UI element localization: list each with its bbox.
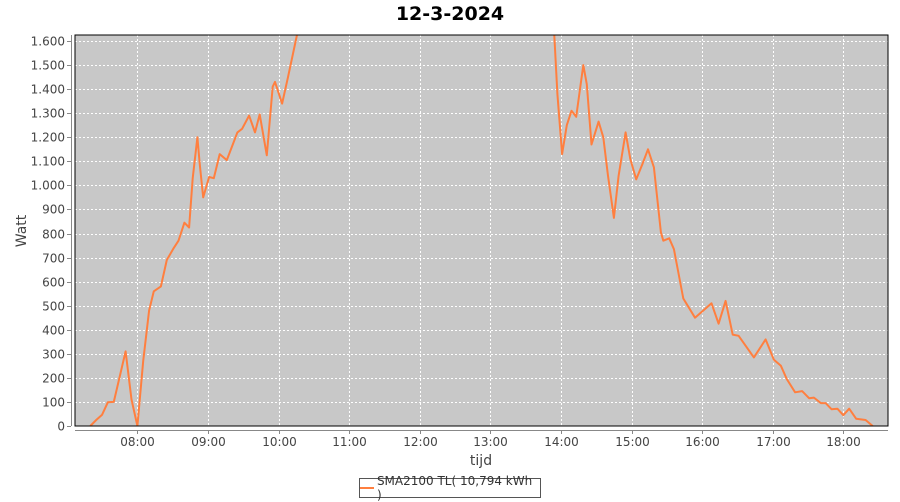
x-tick-label: 14:00 bbox=[544, 435, 579, 449]
y-tick-label: 100 bbox=[42, 396, 65, 410]
chart-title: 12-3-2024 bbox=[395, 3, 505, 25]
x-ticks: 08:00 09:00 10:00 11:00 12:00 13:00 14:00 15:00… bbox=[120, 430, 861, 449]
y-tick-label: 1.300 bbox=[31, 107, 65, 121]
y-axis-label: Watt bbox=[14, 214, 30, 247]
y-tick-label: 1.400 bbox=[31, 83, 65, 97]
legend: SMA2100 TL( 10,794 kWh ) bbox=[359, 474, 541, 502]
x-tick-label: 11:00 bbox=[332, 435, 367, 449]
y-tick-label: 1.200 bbox=[31, 131, 65, 145]
x-tick-label: 13:00 bbox=[473, 435, 508, 449]
y-tick-label: 200 bbox=[42, 372, 65, 386]
y-tick-label: 600 bbox=[42, 276, 65, 290]
x-tick-label: 12:00 bbox=[403, 435, 438, 449]
y-tick-label: 900 bbox=[42, 203, 65, 217]
x-tick-label: 10:00 bbox=[262, 435, 297, 449]
grid bbox=[75, 35, 888, 426]
legend-swatch bbox=[360, 487, 374, 489]
y-tick-label: 1.600 bbox=[31, 35, 65, 49]
x-tick-label: 09:00 bbox=[191, 435, 226, 449]
series-lines bbox=[89, 35, 874, 426]
y-tick-label: 0 bbox=[57, 420, 65, 434]
y-tick-label: 700 bbox=[42, 252, 65, 266]
x-tick-label: 08:00 bbox=[120, 435, 155, 449]
y-tick-label: 500 bbox=[42, 300, 65, 314]
y-tick-label: 1.500 bbox=[31, 59, 65, 73]
x-tick-label: 18:00 bbox=[826, 435, 861, 449]
x-tick-label: 15:00 bbox=[615, 435, 650, 449]
series-line bbox=[89, 35, 298, 426]
plot-border bbox=[74, 34, 889, 427]
plot-area bbox=[75, 35, 888, 426]
y-tick-label: 800 bbox=[42, 228, 65, 242]
y-tick-label: 1.100 bbox=[31, 155, 65, 169]
y-tick-label: 400 bbox=[42, 324, 65, 338]
x-tick-label: 16:00 bbox=[685, 435, 720, 449]
y-tick-label: 1.000 bbox=[31, 179, 65, 193]
x-axis-label: tijd bbox=[470, 453, 492, 469]
y-ticks: 0 100 200 300 400 500 600 700 800 900 1.000 1.100 1.… bbox=[31, 35, 71, 434]
series-line bbox=[553, 35, 874, 426]
x-tick-label: 17:00 bbox=[756, 435, 791, 449]
legend-label: SMA2100 TL( 10,794 kWh ) bbox=[376, 474, 533, 502]
y-tick-label: 300 bbox=[42, 348, 65, 362]
